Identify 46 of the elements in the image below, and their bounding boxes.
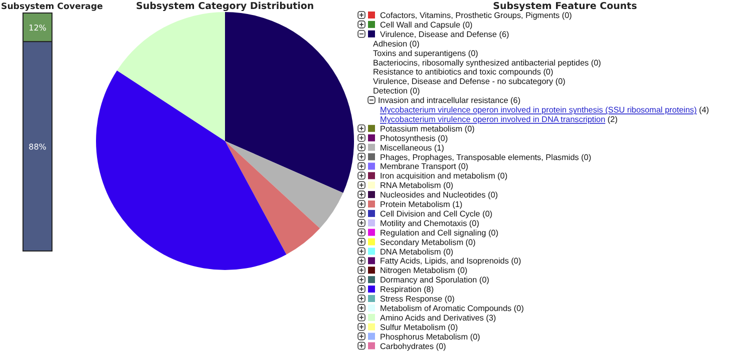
text: Invasion and intracellular resistance (6) [378, 96, 521, 106]
chart-title: Subsystem Category Distribution [136, 1, 314, 12]
legend-label: Stress Response (0) [380, 294, 455, 304]
legend-label: Membrane Transport (0) [380, 162, 469, 172]
legend-label: Sulfur Metabolism (0) [380, 322, 458, 332]
legend-label: Secondary Metabolism (0) [380, 238, 476, 247]
legend-label: Cell Division and Cell Cycle (0) [380, 209, 493, 218]
legend-label: DNA Metabolism (0) [380, 247, 454, 256]
legend-label: Cofactors, Vitamins, Prosthetic Groups, Pigments (0) [380, 11, 572, 20]
text: Mycobacterium virulence operon involved in DNA transcription (2) [380, 114, 618, 124]
legend-label: Phosphorus Metabolism (0) [380, 332, 480, 342]
legend-label: Phages, Prophages, Transposable elements, Plasmids (0) [380, 152, 592, 162]
legend-label: Amino Acids and Derivatives (3) [380, 313, 496, 322]
legend-title: Subsystem Feature Counts [492, 1, 638, 12]
legend-label: Regulation and Cell signaling (0) [380, 228, 499, 238]
legend-label: Miscellaneous (1) [380, 143, 444, 152]
text: Resistance to antibiotics and toxic compounds (0) [373, 68, 554, 77]
pie-slice [225, 141, 320, 254]
legend-label: Nitrogen Metabolism (0) [380, 266, 468, 276]
legend-label: Potassium metabolism (0) [380, 124, 475, 134]
data-label: 88% [28, 142, 47, 152]
data-label: 12% [28, 23, 47, 32]
text: Bacteriocins, ribosomally synthesized antibacterial peptides (0) [373, 58, 602, 68]
legend-label: Motility and Chemotaxis (0) [380, 218, 480, 228]
pie-slice [225, 141, 344, 228]
legend-label: Respiration (8) [380, 285, 434, 294]
legend-label: Nucleosides and Nucleotides (0) [380, 190, 498, 200]
chart-title: Subsystem Coverage [1, 2, 104, 12]
legend-label: Protein Metabolism (1) [380, 200, 463, 209]
pie-slice [96, 70, 286, 270]
legend-label: Metabolism of Aromatic Compounds (0) [380, 304, 524, 313]
legend-label: Fatty Acids, Lipids, and Isoprenoids (0) [380, 256, 522, 266]
text: Adhesion (0) [373, 39, 420, 48]
legend-label: RNA Metabolism (0) [380, 181, 454, 190]
text: Toxins and superantigens (0) [373, 48, 478, 58]
text: Virulence, Disease and Defense - no subcategory (0) [373, 77, 566, 86]
text: Mycobacterium virulence operon involved in protein synthesis (SSU ribosomal proteins) (4) [380, 106, 710, 114]
legend-label: Virulence, Disease and Defense (6) [380, 30, 510, 39]
legend-label: Carbohydrates (0) [380, 342, 446, 351]
legend-label: Iron acquisition and metabolism (0) [380, 172, 508, 181]
legend-label: Cell Wall and Capsule (0) [380, 20, 473, 30]
legend-label: Photosynthesis (0) [380, 134, 448, 143]
legend-label: Dormancy and Sporulation (0) [380, 276, 490, 285]
text: Detection (0) [373, 86, 420, 96]
pie-slice [225, 12, 354, 193]
pie-slice [117, 12, 225, 141]
